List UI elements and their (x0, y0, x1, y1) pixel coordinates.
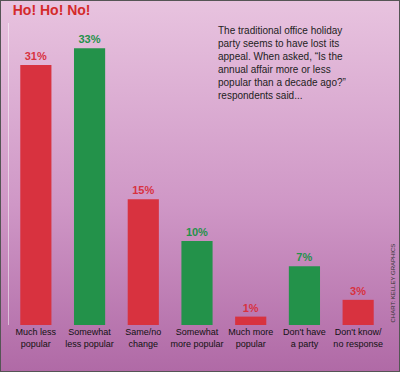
svg-text:1%: 1% (243, 302, 259, 314)
svg-text:Ho! Ho! No!: Ho! Ho! No! (13, 2, 91, 18)
svg-text:3%: 3% (350, 285, 366, 297)
svg-text:33%: 33% (78, 33, 100, 45)
svg-text:The traditional office holiday: The traditional office holidayparty seem… (218, 25, 346, 101)
svg-text:Somewhatless popular: Somewhatless popular (65, 327, 114, 349)
svg-text:10%: 10% (186, 226, 208, 238)
svg-text:Much morepopular: Much morepopular (228, 327, 273, 349)
svg-text:Don't know/no response: Don't know/no response (333, 327, 383, 349)
svg-text:Somewhatmore popular: Somewhatmore popular (170, 327, 223, 349)
svg-text:CHART: KELLEY GRAPHICS: CHART: KELLEY GRAPHICS (390, 244, 396, 323)
svg-text:Much lesspopular: Much lesspopular (16, 327, 57, 349)
svg-text:31%: 31% (25, 50, 47, 62)
svg-text:15%: 15% (132, 184, 154, 196)
svg-text:7%: 7% (296, 251, 312, 263)
svg-text:Same/nochange: Same/nochange (125, 327, 161, 349)
svg-text:Don't havea party: Don't havea party (283, 327, 326, 349)
